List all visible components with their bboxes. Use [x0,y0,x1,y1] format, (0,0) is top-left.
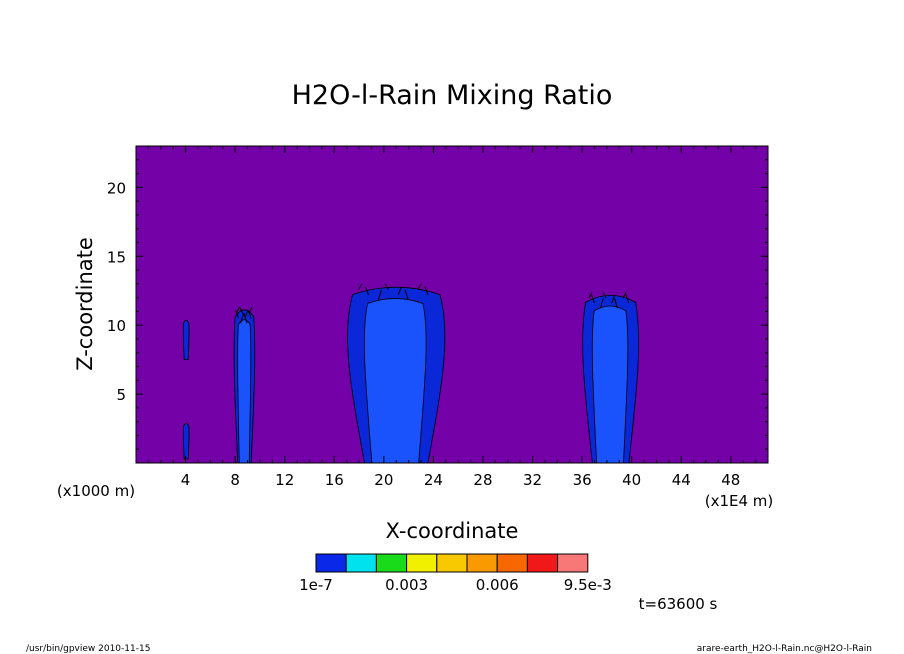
plot-frame [135,145,769,464]
x-unit-left: (x1000 m) [57,482,135,500]
cloud-top-detail [424,286,429,296]
x-axis-label: X-coordinate [386,519,519,543]
x-tick-label: 32 [523,471,542,489]
y-axis-label: Z-coordinate [73,237,97,371]
cloud-top-detail [591,294,596,304]
cloud-top-detail [239,307,244,314]
cloud-3 [233,307,256,464]
cloud-2 [182,423,190,460]
legend-swatch [375,553,408,573]
x-tick-label: 24 [424,471,443,489]
cloud-top-detail [240,313,245,324]
cloud-1 [182,319,190,361]
chart-title: H2O-l-Rain Mixing Ratio [292,80,613,111]
cloud-top-detail [235,307,240,314]
x-tick-label: 20 [374,471,393,489]
cloud-top-detail [358,283,363,291]
cloud-inner-contour [591,305,629,464]
legend-swatch [315,553,347,573]
legend-swatch [526,553,559,573]
plot-background [136,146,768,463]
legend-label: 9.5e-3 [564,576,612,594]
x-tick-label: 48 [721,471,740,489]
legend-swatch [406,553,438,573]
cloud-top-detail [365,286,369,296]
legend-label: 1e-7 [299,576,333,594]
y-tick-label: 15 [107,248,126,266]
x-tick-label: 12 [275,471,294,489]
x-tick-label: 36 [573,471,592,489]
cloud-top-detail [588,291,593,299]
x-unit-right: (x1E4 m) [705,492,774,510]
cloud-top-detail [384,283,389,291]
cloud-top-detail [611,294,616,304]
x-tick-label: 44 [672,471,691,489]
cloud-top-detail [397,286,402,296]
cloud-top-detail [625,294,630,304]
x-tick-label: 40 [622,471,641,489]
cloud-outer-contour [182,423,190,460]
cloud-top-detail [622,291,627,299]
cloud-4 [347,283,446,464]
footer-left: /usr/bin/gpview 2010-11-15 [26,644,150,654]
cloud-top-detail [599,297,604,309]
legend-swatch [496,553,528,573]
cloud-top-detail [247,310,252,319]
legend-swatch [466,553,498,573]
x-tick-label: 28 [473,471,492,489]
cloud-top-detail [602,291,607,299]
legend-label: 0.003 [385,576,428,594]
cloud-top-detail [613,297,618,309]
cloud-5 [582,291,640,464]
cloud-inner-contour [363,298,427,464]
cloud-top-detail [243,313,248,324]
cloud-outer-contour [182,319,190,361]
time-label: t=63600 s [639,595,718,613]
y-tick-label: 20 [107,179,126,197]
legend-swatch [345,553,377,573]
legend-swatch [557,553,589,573]
cloud-top-detail [235,310,240,319]
x-tick-label: 4 [181,471,191,489]
footer-right: arare-earth_H2O-l-Rain.nc@H2O-l-Rain [697,644,872,654]
legend-label: 0.006 [476,576,519,594]
x-tick-label: 8 [230,471,240,489]
cloud-top-detail [404,289,409,300]
x-tick-label: 16 [325,471,344,489]
color-legend: 1e-7 0.003 0.006 9.5e-3 [299,553,612,594]
y-tick-label: 5 [116,386,126,404]
cloud-contours [182,283,640,464]
cloud-top-detail [248,307,253,314]
y-tick-label: 10 [107,317,126,335]
cloud-top-detail [377,289,382,300]
cloud-top-detail [417,283,422,291]
cloud-inner-contour [237,319,252,464]
legend-swatch [436,553,468,573]
